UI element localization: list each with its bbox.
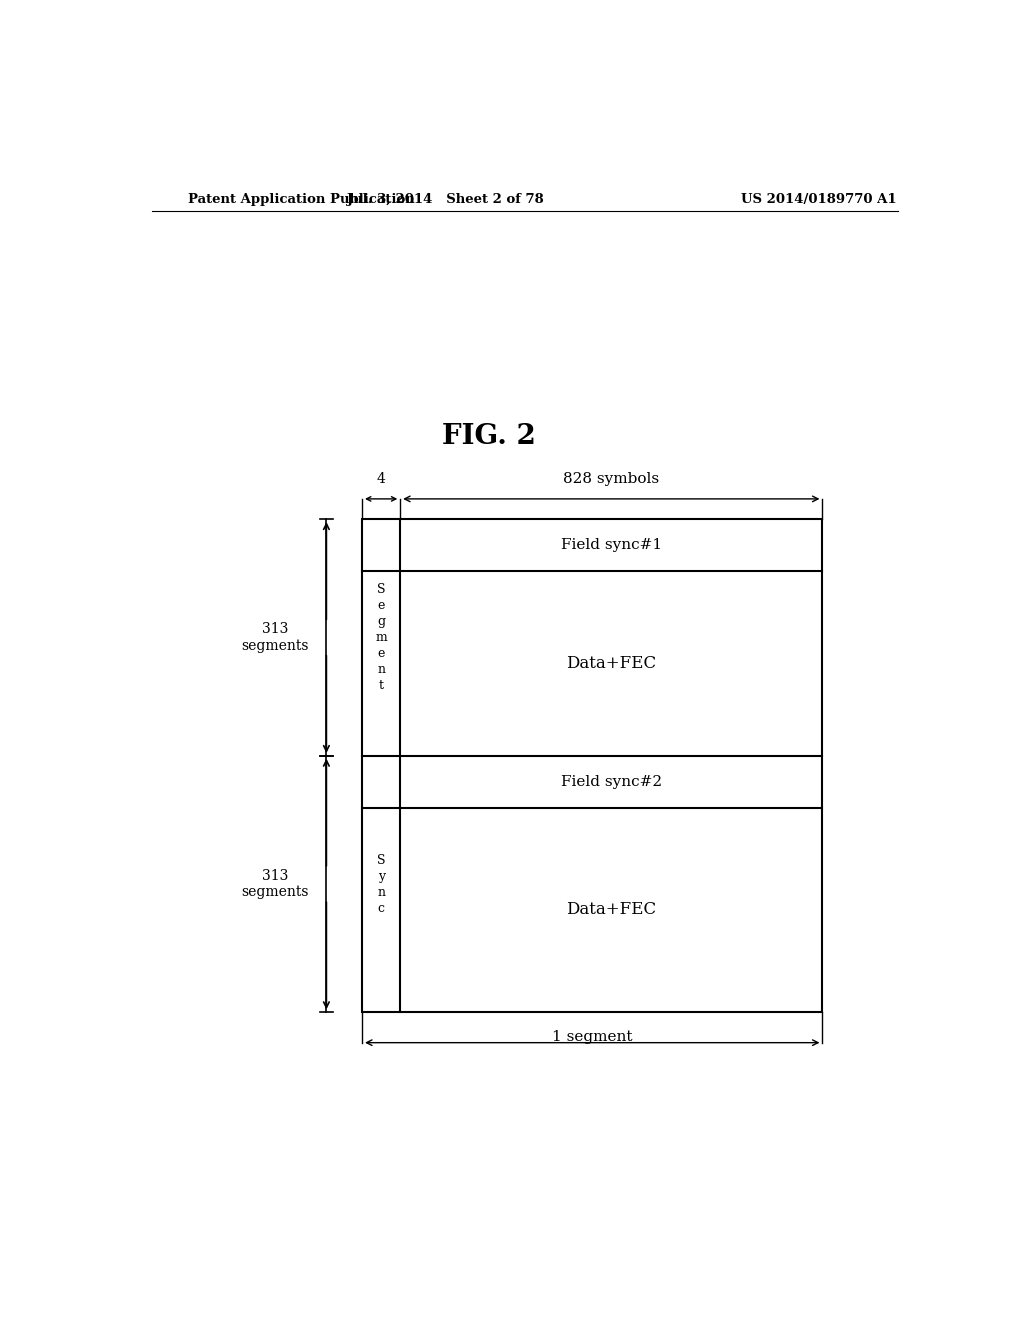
- Text: Jul. 3, 2014   Sheet 2 of 78: Jul. 3, 2014 Sheet 2 of 78: [347, 193, 544, 206]
- Text: FIG. 2: FIG. 2: [442, 424, 536, 450]
- Bar: [362, 519, 822, 1012]
- Text: Data+FEC: Data+FEC: [566, 655, 656, 672]
- Text: Field sync#1: Field sync#1: [561, 539, 662, 552]
- Text: 313
segments: 313 segments: [241, 623, 308, 652]
- Text: Field sync#2: Field sync#2: [561, 775, 662, 789]
- Text: S
y
n
c: S y n c: [377, 854, 385, 915]
- Text: US 2014/0189770 A1: US 2014/0189770 A1: [740, 193, 896, 206]
- Text: S
e
g
m
e
n
t: S e g m e n t: [375, 583, 387, 692]
- Text: 1 segment: 1 segment: [552, 1031, 633, 1044]
- Text: 4: 4: [377, 471, 386, 486]
- Text: 828 symbols: 828 symbols: [563, 471, 659, 486]
- Text: 313
segments: 313 segments: [241, 869, 308, 899]
- Text: Patent Application Publication: Patent Application Publication: [187, 193, 415, 206]
- Text: Data+FEC: Data+FEC: [566, 902, 656, 919]
